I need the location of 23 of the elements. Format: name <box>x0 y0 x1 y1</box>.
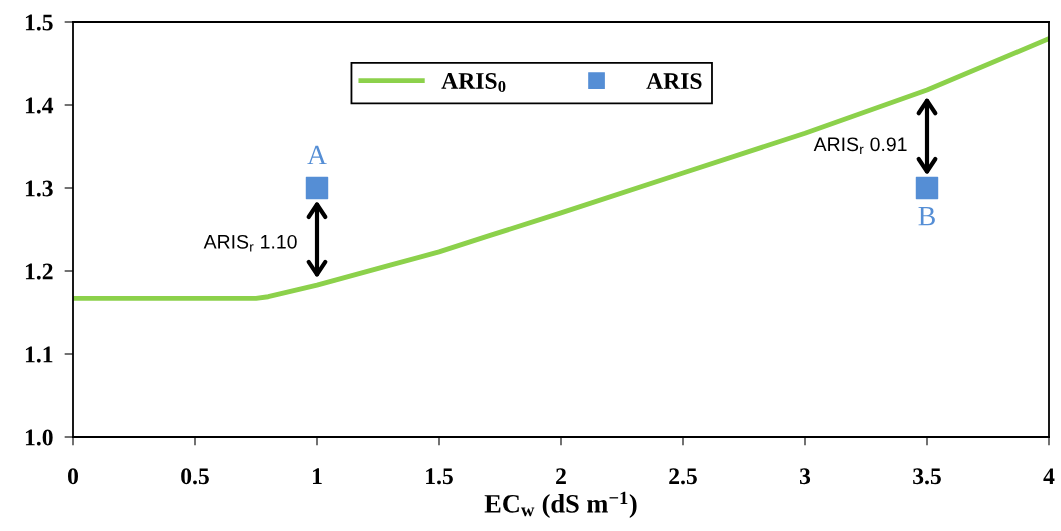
x-tick-label: 1.5 <box>426 468 453 485</box>
y-tick-label: 1.3 <box>25 180 53 197</box>
annotation: ARIS$_{r}$ 0.91 <box>813 137 907 155</box>
x-axis-title: EC$_{w}$ (dS m$^{−1}$) <box>484 491 637 519</box>
annotation: ARIS$_{r}$ 1.10 <box>203 234 297 252</box>
annotation: A <box>307 145 327 165</box>
y-tick-label: 1.0 <box>25 429 53 446</box>
x-tick-label: 4 <box>1043 468 1055 484</box>
legend-label: ARIS$_{0}$ <box>441 73 506 93</box>
y-tick-label: 1.1 <box>25 346 53 363</box>
line-series <box>73 36 1049 301</box>
x-tick-label: 1 <box>312 468 322 484</box>
annotation: B <box>918 207 935 226</box>
x-tick-label: 3 <box>799 468 811 485</box>
x-tick-label: 0.5 <box>181 468 209 485</box>
x-tick-label: 2.5 <box>669 468 697 485</box>
y-tick-label: 1.2 <box>25 263 53 280</box>
y-tick-label: 1.5 <box>25 14 53 31</box>
x-tick-label: 0 <box>68 468 78 485</box>
x-tick-label: 3.5 <box>913 468 941 485</box>
y-tick-label: 1.4 <box>25 97 54 114</box>
legend-label: ARIS <box>646 73 702 90</box>
x-tick-label: 2 <box>556 468 566 484</box>
